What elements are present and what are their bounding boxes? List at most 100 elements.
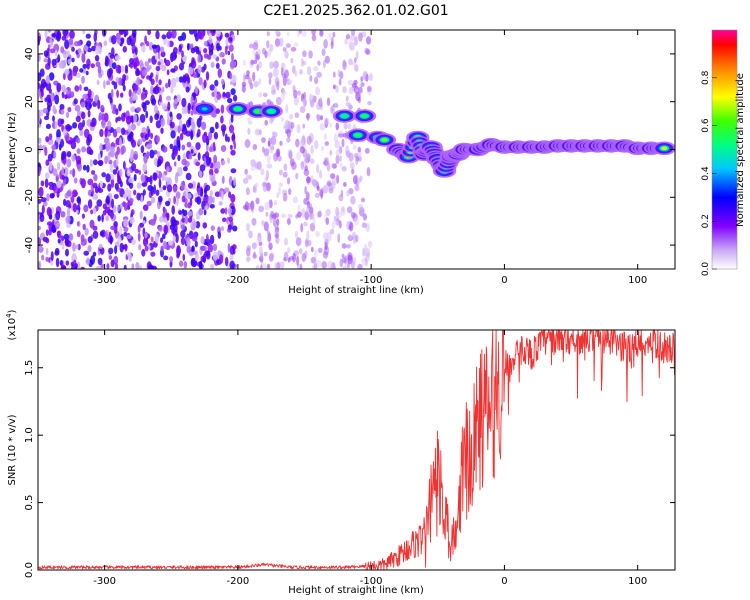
heatmap-cell xyxy=(82,30,86,35)
heatmap-cell xyxy=(354,36,358,46)
heatmap-cell xyxy=(125,64,128,72)
heatmap-cell xyxy=(305,191,310,201)
heatmap-cell xyxy=(166,212,170,221)
heatmap-cell xyxy=(252,42,259,51)
heatmap-cell xyxy=(169,256,174,263)
heatmap-cell xyxy=(111,35,117,45)
heatmap-cell xyxy=(228,216,234,223)
heatmap-cell xyxy=(47,153,53,162)
colorbar-tick-label: 0.6 xyxy=(701,118,711,133)
heatmap-cell xyxy=(282,192,288,202)
heatmap-cell xyxy=(149,218,156,226)
heatmap-cell xyxy=(60,264,67,269)
heatmap-cell xyxy=(146,143,153,150)
heatmap-cell xyxy=(160,51,166,58)
heatmap-cell xyxy=(333,133,338,143)
heatmap-cell xyxy=(176,245,181,256)
heatmap-cell xyxy=(49,38,53,48)
heatmap-cell xyxy=(185,172,192,181)
heatmap-cell xyxy=(95,45,100,55)
heatmap-cell xyxy=(253,59,258,65)
heatmap-cell xyxy=(77,243,81,251)
heatmap-cell xyxy=(322,188,328,194)
heatmap-cell xyxy=(53,186,59,194)
heatmap-cell xyxy=(339,71,344,80)
heatmap-cell xyxy=(273,200,278,206)
heatmap-cell xyxy=(203,48,208,54)
heatmap-cell xyxy=(269,61,274,69)
heatmap-cell xyxy=(63,233,70,241)
heatmap-cell xyxy=(354,57,357,63)
heatmap-cell xyxy=(209,204,215,209)
heatmap-cell xyxy=(206,233,209,243)
heatmap-cell xyxy=(56,180,62,189)
heatmap-cell xyxy=(84,227,89,236)
heatmap-cell xyxy=(355,51,359,60)
colorbar-tick-label: 0.2 xyxy=(701,214,711,228)
heatmap-cell xyxy=(190,95,194,105)
heatmap-cell xyxy=(120,65,125,73)
heatmap-cell xyxy=(194,240,198,248)
heatmap-cell xyxy=(95,265,102,269)
heatmap-cell xyxy=(117,174,121,185)
heatmap-cell xyxy=(76,221,80,227)
heatmap-cell xyxy=(181,195,186,203)
heatmap-cell xyxy=(286,128,291,138)
heatmap-cell xyxy=(222,127,226,137)
heatmap-cell xyxy=(39,109,44,117)
heatmap-cell xyxy=(276,261,281,269)
heatmap-cell xyxy=(75,155,82,165)
heatmap-cell xyxy=(166,166,170,173)
heatmap-cell xyxy=(105,231,108,239)
heatmap-cell xyxy=(136,77,141,86)
heatmap-cell xyxy=(229,260,235,269)
heatmap-cell xyxy=(299,146,305,154)
heatmap-cell xyxy=(261,262,267,269)
heatmap-cell xyxy=(306,112,310,121)
heatmap-cell xyxy=(208,131,213,141)
heatmap-noise-layer xyxy=(38,30,373,269)
heatmap-cell xyxy=(105,195,110,205)
heatmap-cell xyxy=(187,217,193,223)
heatmap-cell xyxy=(131,92,134,98)
heatmap-cell xyxy=(128,89,132,98)
heatmap-cell xyxy=(92,230,99,239)
heatmap-cell xyxy=(209,84,215,91)
heatmap-cell xyxy=(79,128,83,137)
heatmap-cell xyxy=(327,260,333,269)
heatmap-cell xyxy=(325,217,330,225)
heatmap-cell xyxy=(168,240,174,246)
heatmap-cell xyxy=(341,253,345,259)
heatmap-cell xyxy=(129,152,134,163)
heatmap-cell xyxy=(66,158,72,168)
heatmap-cell xyxy=(103,80,106,89)
heatmap-cell xyxy=(161,65,167,72)
heatmap-cell xyxy=(342,86,347,94)
heatmap-cell xyxy=(211,112,217,118)
heatmap-cell xyxy=(111,88,114,99)
heatmap-cell xyxy=(86,146,92,155)
heatmap-cell xyxy=(168,30,171,37)
heatmap-cell xyxy=(198,30,204,40)
heatmap-cell xyxy=(300,208,306,218)
heatmap-cell xyxy=(110,225,116,231)
heatmap-cell xyxy=(47,57,51,67)
heatmap-cell xyxy=(61,91,65,99)
heatmap-cell xyxy=(144,61,149,67)
heatmap-cell xyxy=(287,177,290,185)
heatmap-cell xyxy=(153,157,158,167)
heatmap-cell xyxy=(69,170,73,175)
heatmap-cell xyxy=(101,213,104,223)
heatmap-cell xyxy=(48,185,55,191)
heatmap-cell xyxy=(170,216,176,227)
heatmap-cell xyxy=(91,170,96,175)
heatmap-cell xyxy=(279,261,285,269)
heatmap-cell xyxy=(178,210,183,215)
heatmap-cell xyxy=(283,251,289,261)
heatmap-cell xyxy=(300,160,305,171)
heatmap-cell xyxy=(190,149,194,154)
heatmap-cell xyxy=(41,204,45,215)
heatmap-cell xyxy=(257,49,261,55)
heatmap-cell xyxy=(258,78,262,85)
heatmap-cell xyxy=(343,255,348,265)
